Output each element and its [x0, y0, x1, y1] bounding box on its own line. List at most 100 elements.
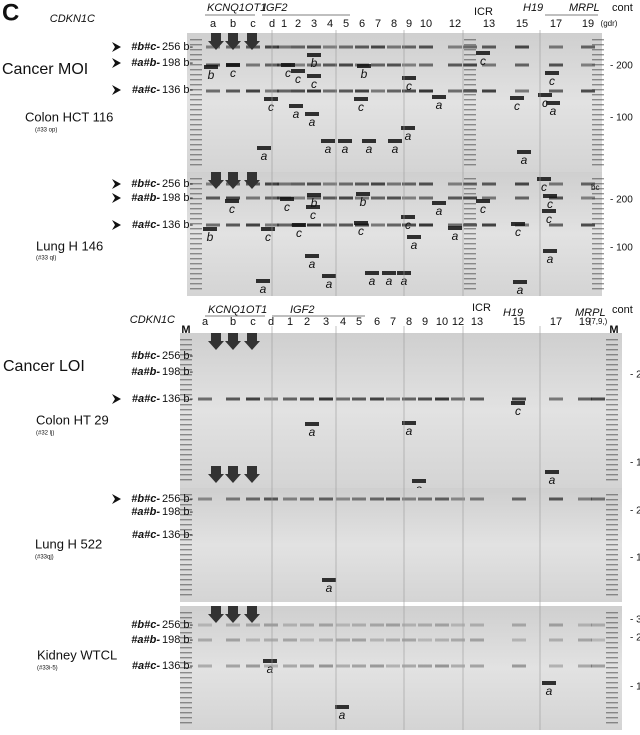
ladder-band: [606, 632, 618, 634]
gel-band: [549, 182, 563, 186]
gel-band: [246, 223, 260, 227]
ladder-band: [464, 164, 476, 166]
marker-size: 256 b-: [162, 178, 194, 190]
gel-band: [578, 497, 592, 501]
gel-band: [283, 397, 297, 401]
allele-annotation: a: [547, 252, 554, 266]
ladder-band: [592, 84, 604, 86]
allele-annotation: c: [514, 99, 520, 113]
marker-size: 136 b-: [162, 219, 194, 231]
gel-band: [482, 223, 496, 227]
size-scale: - 100: [630, 553, 640, 564]
ladder-band: [592, 164, 604, 166]
lane-label: M: [181, 324, 190, 336]
gel-band: [435, 623, 449, 627]
gene-label: IGF2: [263, 2, 287, 14]
ladder-band: [180, 379, 192, 381]
ladder-band: [606, 692, 618, 694]
lane-arrow: [208, 606, 224, 623]
allele-annotation: a: [293, 107, 300, 121]
ladder-band: [606, 439, 618, 441]
ladder-band: [180, 617, 192, 619]
gel-band: [336, 638, 350, 642]
lane-label: 3: [311, 18, 317, 30]
marker-size: 198 b-: [162, 57, 194, 69]
gene-label: ICR: [474, 6, 493, 18]
allele-annotation: c: [541, 180, 547, 194]
ladder-band: [180, 569, 192, 571]
gel-band: [578, 664, 592, 668]
product-band: [305, 422, 319, 426]
gel-band: [482, 89, 496, 93]
product-band: [402, 421, 416, 425]
size-scale: - 100: [630, 682, 640, 693]
ladder-band: [464, 59, 476, 61]
gel-band: [448, 89, 462, 93]
gel-band: [246, 664, 260, 668]
ladder-band: [464, 228, 476, 230]
ladder-band: [592, 268, 604, 270]
marker-size: 256 b-: [162, 350, 194, 362]
allele-annotation: a: [261, 149, 268, 163]
gel-band: [339, 182, 353, 186]
gel-band: [352, 623, 366, 627]
gel-band: [549, 89, 563, 93]
product-band: [289, 104, 303, 108]
ladder-band: [180, 434, 192, 436]
allele-annotation: a: [309, 115, 316, 129]
ladder-band: [190, 164, 202, 166]
side-label: bc: [591, 183, 599, 192]
ladder-band: [180, 672, 192, 674]
gel-band: [339, 89, 353, 93]
lane-arrow: [244, 33, 260, 50]
product-band: [511, 222, 525, 226]
allele-annotation: a: [549, 473, 556, 487]
allele-annotation: c: [549, 74, 555, 88]
gel-band: [549, 497, 563, 501]
ladder-band: [190, 278, 202, 280]
gel-band: [246, 623, 260, 627]
allele-annotation: a: [517, 283, 524, 297]
allele-annotation: a: [326, 581, 333, 595]
ladder-band: [592, 198, 604, 200]
gel-band: [226, 397, 240, 401]
ladder-band: [180, 534, 192, 536]
gel-band: [448, 223, 462, 227]
gel-band: [470, 397, 484, 401]
product-band: [545, 470, 559, 474]
allele-annotation: c: [310, 208, 316, 222]
gel-band: [435, 397, 449, 401]
gel-band: [512, 397, 526, 401]
product-band: [365, 271, 379, 275]
allele-annotation: c: [358, 100, 364, 114]
ladder-band: [606, 409, 618, 411]
ladder-band: [190, 69, 202, 71]
allele-annotation: a: [406, 424, 413, 438]
marker-allele: #a#c-: [132, 529, 160, 541]
ladder-band: [606, 642, 618, 644]
ladder-band: [464, 243, 476, 245]
marker-allele: #a#b-: [131, 192, 160, 204]
marker-arrow: [112, 179, 121, 189]
gene-label: KCNQ1OT1: [207, 2, 266, 14]
marker-size: 198 b-: [162, 506, 194, 518]
gel-band: [549, 223, 563, 227]
ladder-band: [180, 444, 192, 446]
lane-label: a: [210, 18, 217, 30]
gel-band: [352, 638, 366, 642]
gel-band: [581, 45, 595, 49]
product-band: [354, 221, 368, 225]
ladder-band: [180, 409, 192, 411]
product-band: [538, 93, 552, 97]
ladder-band: [606, 519, 618, 521]
ladder-band: [180, 549, 192, 551]
lane-arrow: [225, 172, 241, 189]
gel-band: [336, 664, 350, 668]
ladder-band: [190, 283, 202, 285]
gene-label: H19: [523, 2, 543, 14]
ladder-band: [606, 564, 618, 566]
gel-band: [352, 664, 366, 668]
gene-label: H19: [503, 307, 523, 319]
product-band: [307, 74, 321, 78]
lane-arrow: [208, 333, 224, 350]
